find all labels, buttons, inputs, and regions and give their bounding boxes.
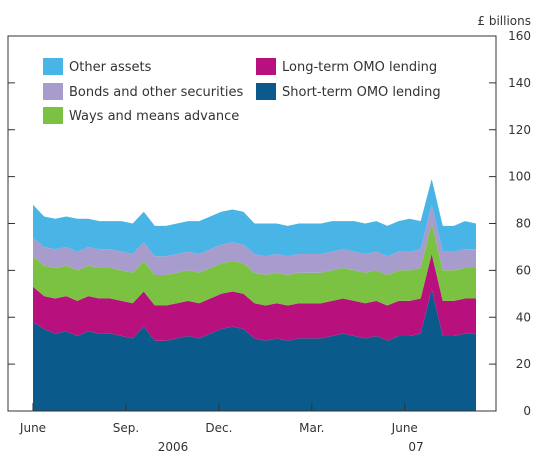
x-tick-label: Dec. [205, 421, 232, 435]
y-tick-label: 140 [508, 76, 531, 90]
y-tick-label: 60 [516, 263, 531, 277]
legend-label-ways-and-means-advance: Ways and means advance [69, 109, 239, 124]
x-tick-labels-group: June Sep. Dec. Mar. June [19, 421, 418, 435]
legend-swatch-other-assets [43, 58, 63, 75]
legend-swatch-long-term-omo-lending [256, 58, 276, 75]
legend-label-long-term-omo-lending: Long-term OMO lending [282, 60, 437, 75]
legend-swatch-ways-and-means-advance [43, 107, 63, 124]
y-tick-label: 160 [508, 29, 531, 43]
legend-label-bonds-and-other-securities: Bonds and other securities [69, 85, 243, 100]
y-tick-label: 40 [516, 310, 531, 324]
area-series-group [33, 178, 476, 411]
area-short-term-omo-lending [33, 289, 476, 411]
legend-label-short-term-omo-lending: Short-term OMO lending [282, 85, 441, 100]
unit-label: £ billions [477, 14, 531, 28]
x-tick-label: June [19, 421, 46, 435]
x-tick-label: Sep. [113, 421, 139, 435]
year-label-2006: 2006 [158, 440, 189, 454]
y-tick-label: 120 [508, 123, 531, 137]
y-tick-label: 0 [523, 404, 531, 418]
area-other-assets [33, 178, 476, 257]
area-long-term-omo-lending [33, 253, 476, 341]
area-bonds-and-other-securities [33, 204, 476, 276]
y-tick-label: 20 [516, 357, 531, 371]
y-tick-labels-group: 0 20 40 60 80 100 120 140 160 [508, 29, 531, 418]
legend: Other assets Bonds and other securities Wa… [43, 58, 441, 124]
y-tick-label: 80 [516, 217, 531, 231]
year-label-07: 07 [408, 440, 423, 454]
legend-label-other-assets: Other assets [69, 60, 152, 75]
legend-swatch-short-term-omo-lending [256, 83, 276, 100]
x-tick-label: Mar. [299, 421, 324, 435]
axis-ticks-group [8, 82, 496, 411]
x-tick-label: June [391, 421, 418, 435]
y-tick-label: 100 [508, 170, 531, 184]
legend-swatch-bonds-and-other-securities [43, 83, 63, 100]
area-ways-and-means-advance [33, 223, 476, 306]
